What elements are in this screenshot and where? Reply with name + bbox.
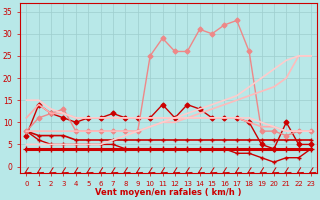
- X-axis label: Vent moyen/en rafales ( km/h ): Vent moyen/en rafales ( km/h ): [95, 188, 242, 197]
